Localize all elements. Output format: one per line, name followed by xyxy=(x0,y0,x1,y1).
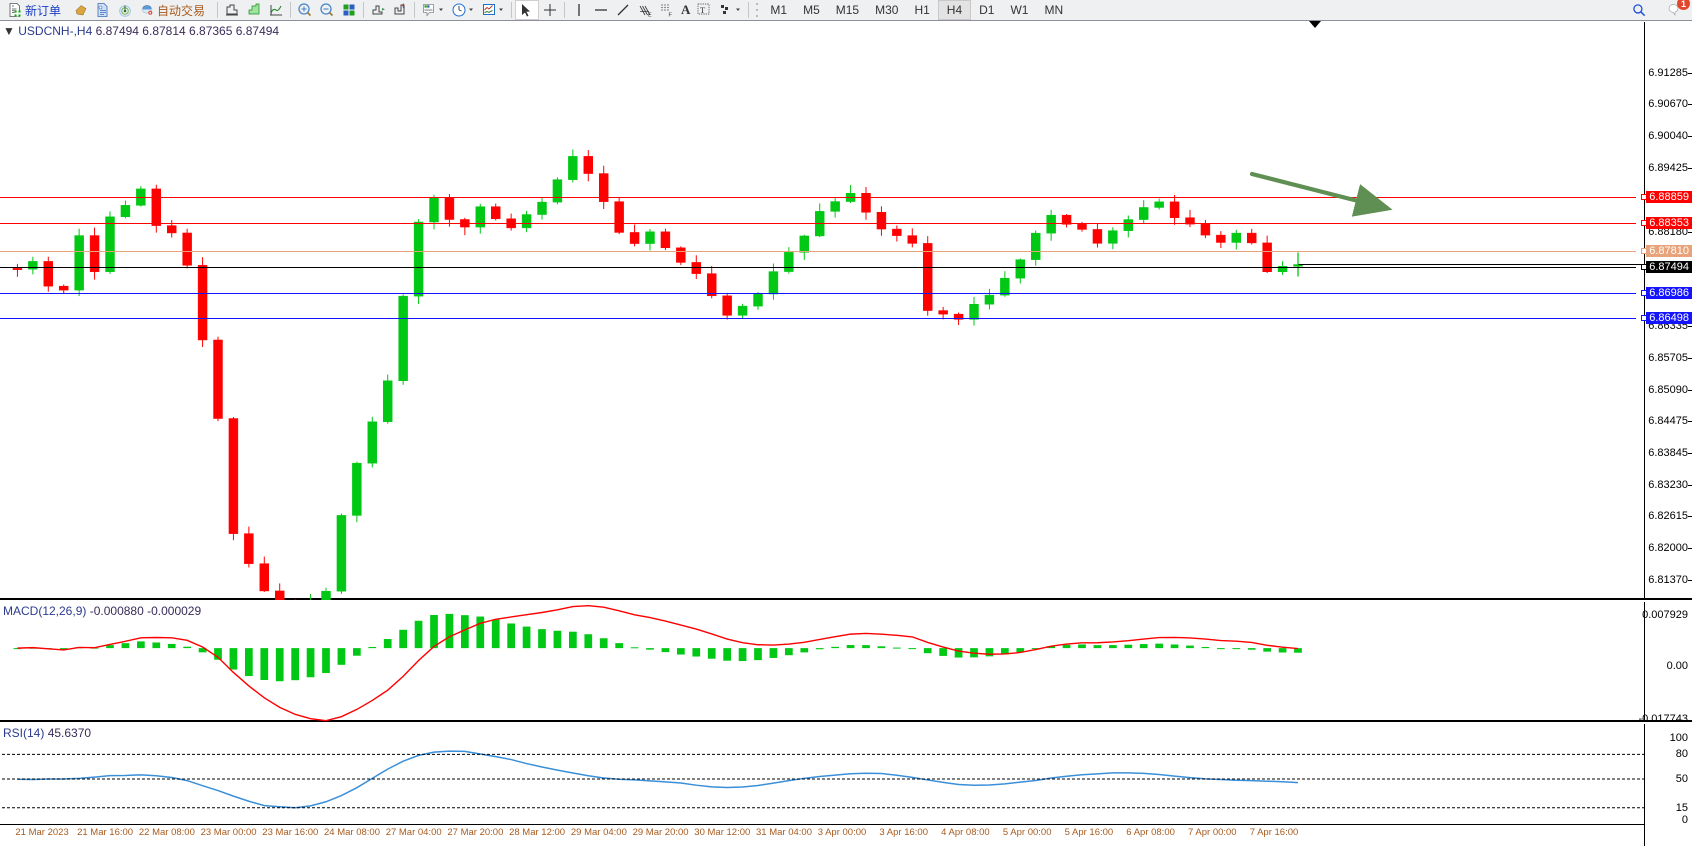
svg-text:F: F xyxy=(669,13,673,19)
svg-text:E: E xyxy=(648,13,652,19)
svg-text:T: T xyxy=(700,5,706,15)
